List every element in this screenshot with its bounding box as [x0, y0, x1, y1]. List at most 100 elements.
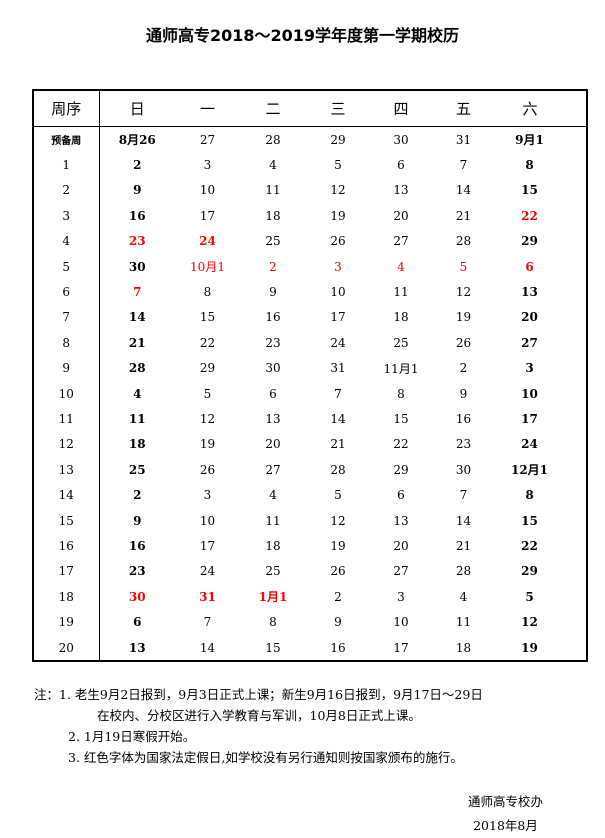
- week-number: 17: [33, 558, 100, 585]
- date-cell: 15: [265, 640, 281, 655]
- holiday-date-cell: 1月1: [258, 590, 288, 605]
- note-1: 注：1. 老生9月2日报到，9月3日正式上课；新生9月16日报到，9月17日～2…: [34, 687, 483, 702]
- week-row: 5 30 10月1 2 3 4 5 6: [33, 253, 587, 280]
- week-number: 14: [33, 482, 100, 508]
- week-row: 17 23 24 25 26 27 28 29: [33, 558, 587, 585]
- week-number: 20: [33, 634, 100, 662]
- date-cell: 20: [393, 208, 409, 223]
- date-cell: 12月1: [510, 463, 549, 478]
- date-cell: 17: [393, 640, 409, 655]
- date-cell: 5: [334, 158, 342, 173]
- date-cell: 3: [397, 589, 405, 604]
- week-row: 9 28 29 30 31 11月1 2 3: [33, 355, 587, 381]
- header-sun: 日: [99, 90, 175, 127]
- date-cell: 14: [455, 513, 472, 528]
- date-cell: 11月1: [383, 361, 419, 376]
- date-cell: 11: [265, 513, 281, 528]
- date-cell: 4: [133, 386, 142, 401]
- date-cell: 19: [330, 538, 346, 553]
- holiday-date-cell: 4: [397, 259, 405, 274]
- note-2: 2. 1月19日寒假开始。: [68, 729, 196, 744]
- week-row: 18 30 31 1月1 2 3 4 5: [33, 584, 587, 610]
- date-cell: 7: [459, 158, 468, 173]
- week-number: 8: [33, 330, 100, 356]
- date-cell: 28: [265, 132, 281, 147]
- note-3: 3. 红色字体为国家法定假日,如学校没有另行通知则按国家颁布的施行。: [68, 750, 463, 765]
- date-cell: 6: [133, 615, 142, 630]
- date-cell: 28: [455, 234, 472, 249]
- week-row: 12 18 19 20 21 22 23 24: [33, 431, 587, 458]
- week-number: 11: [33, 406, 100, 432]
- holiday-date-cell: 6: [525, 259, 534, 274]
- week-row: 19 6 7 8 9 10 11 12: [33, 609, 587, 635]
- date-cell: 23: [455, 437, 472, 452]
- signature-office: 通师高专校办: [467, 794, 543, 809]
- week-number: 13: [33, 457, 100, 483]
- date-cell: 4: [459, 589, 468, 604]
- date-cell: 27: [265, 462, 281, 477]
- date-cell: 19: [455, 310, 472, 325]
- date-cell: 9: [334, 615, 342, 630]
- holiday-date-cell: 22: [521, 208, 538, 223]
- date-cell: 24: [521, 437, 538, 452]
- date-cell: 30: [455, 462, 472, 477]
- date-cell: 3: [203, 158, 212, 173]
- date-cell: 16: [128, 208, 146, 223]
- date-cell: 20: [521, 310, 538, 325]
- date-cell: 10: [330, 285, 346, 300]
- date-cell: 27: [393, 564, 409, 579]
- date-cell: 2: [133, 488, 142, 503]
- date-cell: 20: [393, 538, 409, 553]
- week-row: 7 14 15 16 17 18 19 20: [33, 304, 587, 331]
- date-cell: 7: [334, 386, 342, 401]
- page-title: 通师高专2018～2019学年度第一学期校历: [145, 26, 460, 45]
- date-cell: 6: [397, 488, 405, 503]
- date-cell: 12: [330, 513, 346, 528]
- date-cell: 30: [128, 259, 146, 274]
- date-cell: 26: [455, 335, 472, 350]
- week-number: 16: [33, 533, 100, 559]
- week-number: 18: [33, 584, 100, 610]
- date-cell: 18: [265, 208, 281, 223]
- date-cell: 27: [393, 234, 409, 249]
- date-cell: 14: [128, 310, 146, 325]
- date-cell: 25: [265, 234, 281, 249]
- date-cell: 27: [199, 132, 216, 147]
- date-cell: 19: [199, 437, 216, 452]
- date-cell: 12: [330, 183, 346, 198]
- calendar-table: 周序 日 一 二 三 四 五 六 预备周 8月26 27 28 29 30 31 9月1 1 2 3…: [32, 89, 588, 663]
- date-cell: 9: [133, 183, 142, 198]
- date-cell: 12: [199, 411, 216, 426]
- date-cell: 30: [393, 132, 409, 147]
- date-cell: 21: [455, 208, 472, 223]
- date-cell: 16: [455, 411, 472, 426]
- holiday-date-cell: 10月1: [190, 260, 225, 275]
- date-cell: 5: [525, 589, 534, 604]
- week-number: 10: [33, 380, 100, 407]
- date-cell: 27: [521, 335, 538, 350]
- date-cell: 2: [334, 589, 342, 604]
- date-cell: 8月26: [118, 133, 156, 148]
- holiday-date-cell: 3: [334, 259, 342, 274]
- date-cell: 13: [393, 513, 409, 528]
- date-cell: 26: [199, 462, 216, 477]
- date-cell: 28: [128, 361, 146, 376]
- date-cell: 8: [525, 158, 534, 173]
- week-row: 4 23 24 25 26 27 28 29: [33, 228, 587, 254]
- date-cell: 18: [265, 538, 281, 553]
- header-wed: 三: [306, 90, 370, 127]
- date-cell: 18: [455, 640, 472, 655]
- date-cell: 11: [265, 183, 281, 198]
- holiday-date-cell: 5: [459, 259, 468, 274]
- week-row: 15 9 10 11 12 13 14 15: [33, 507, 587, 534]
- date-cell: 6: [269, 386, 277, 401]
- date-cell: 12: [521, 615, 538, 630]
- date-cell: 22: [199, 335, 216, 350]
- date-cell: 14: [199, 640, 216, 655]
- date-cell: 24: [330, 335, 346, 350]
- date-cell: 31: [455, 132, 472, 147]
- date-cell: 19: [521, 640, 538, 655]
- date-cell: 13: [128, 640, 146, 655]
- date-cell: 5: [334, 488, 342, 503]
- week-number: 1: [33, 152, 100, 178]
